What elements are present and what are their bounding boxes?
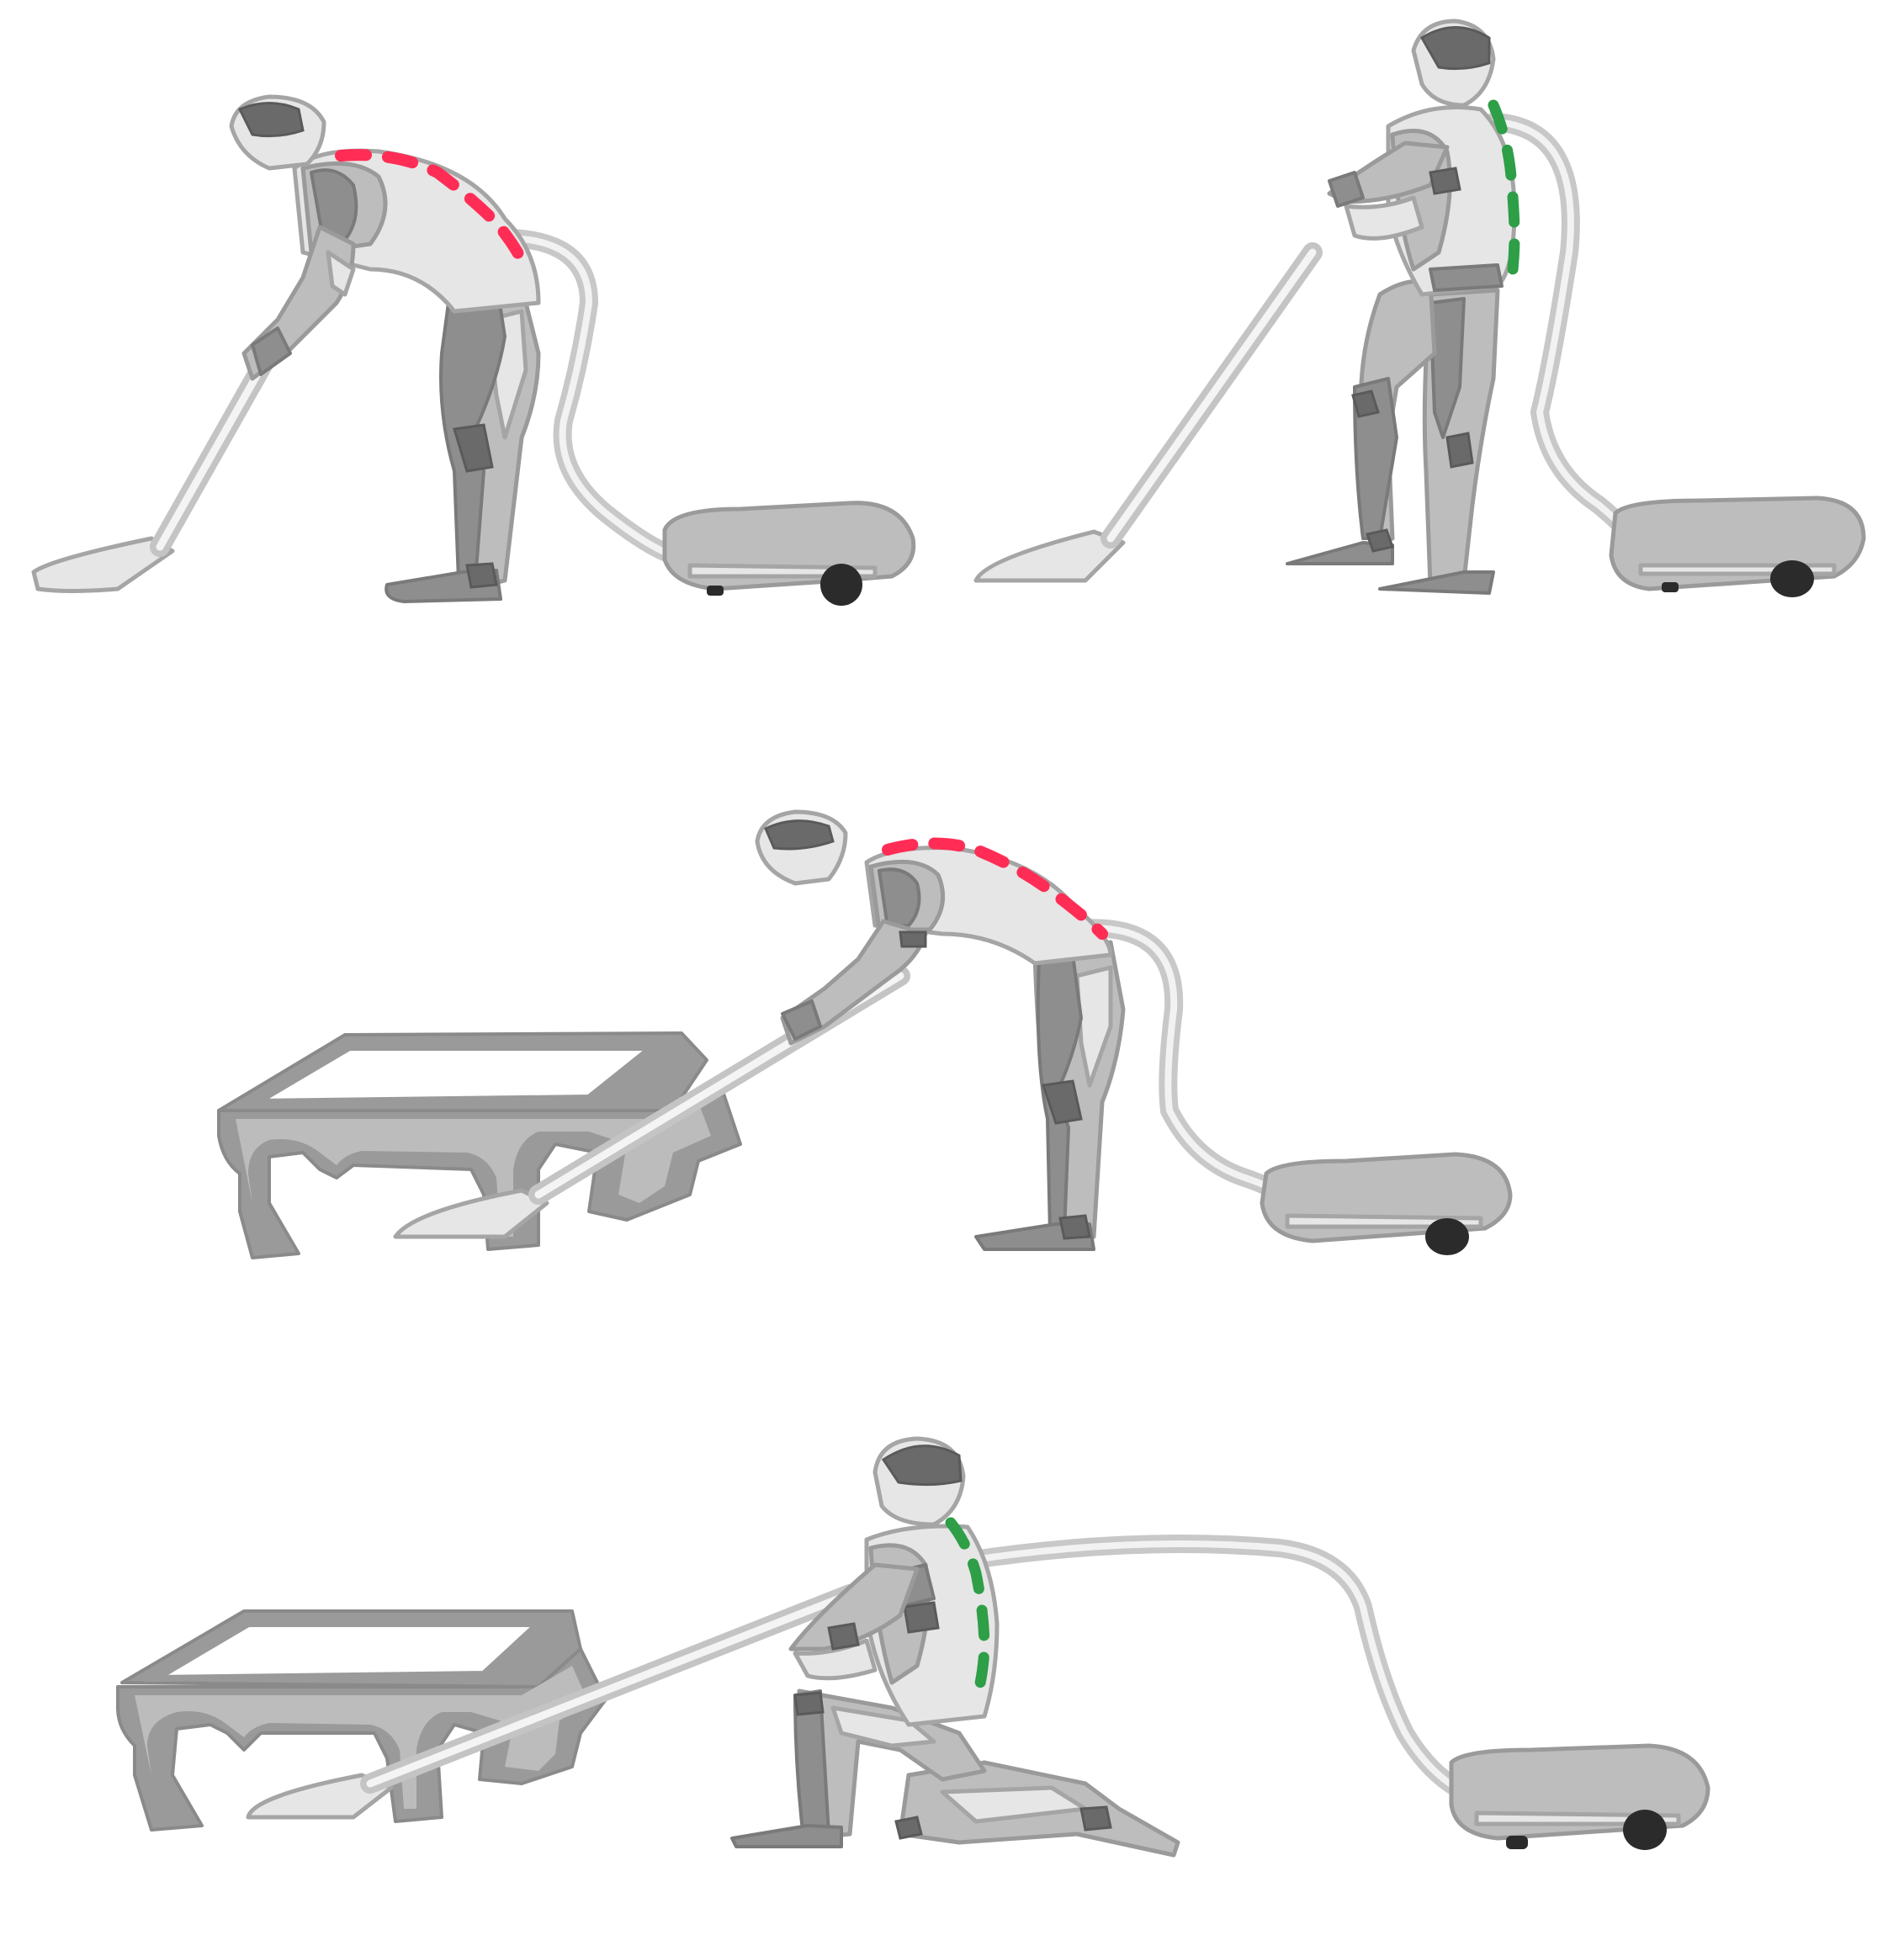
table (217, 1031, 742, 1259)
vacuum-nozzle (973, 529, 1126, 583)
vacuum-wheel (1425, 1218, 1469, 1255)
table (116, 1609, 607, 1832)
spine-line-bad (335, 149, 532, 275)
panel-bent-over-bad (31, 94, 916, 606)
vacuum-nozzle (31, 536, 175, 593)
vacuum-wheel (1623, 1810, 1667, 1850)
spine-line-good (1488, 99, 1520, 284)
spine-line-good (945, 1517, 990, 1705)
panel-table-kneel-good (116, 1436, 1710, 1858)
panel-table-bent-bad (217, 809, 1513, 1259)
figure-foot (1378, 570, 1495, 595)
spine-line-bad (882, 837, 1108, 940)
panel-upright-good (973, 19, 1866, 597)
vacuum-wheel (1770, 560, 1814, 597)
vacuum-hose (958, 1535, 1473, 1801)
figure-foot (730, 1824, 843, 1848)
vacuum-wheel (820, 564, 862, 606)
vacuum-nozzle (246, 1773, 394, 1820)
figure-arm (788, 1562, 920, 1651)
vacuum-nozzle (393, 1188, 549, 1239)
figure-foot-back (1079, 1805, 1112, 1832)
